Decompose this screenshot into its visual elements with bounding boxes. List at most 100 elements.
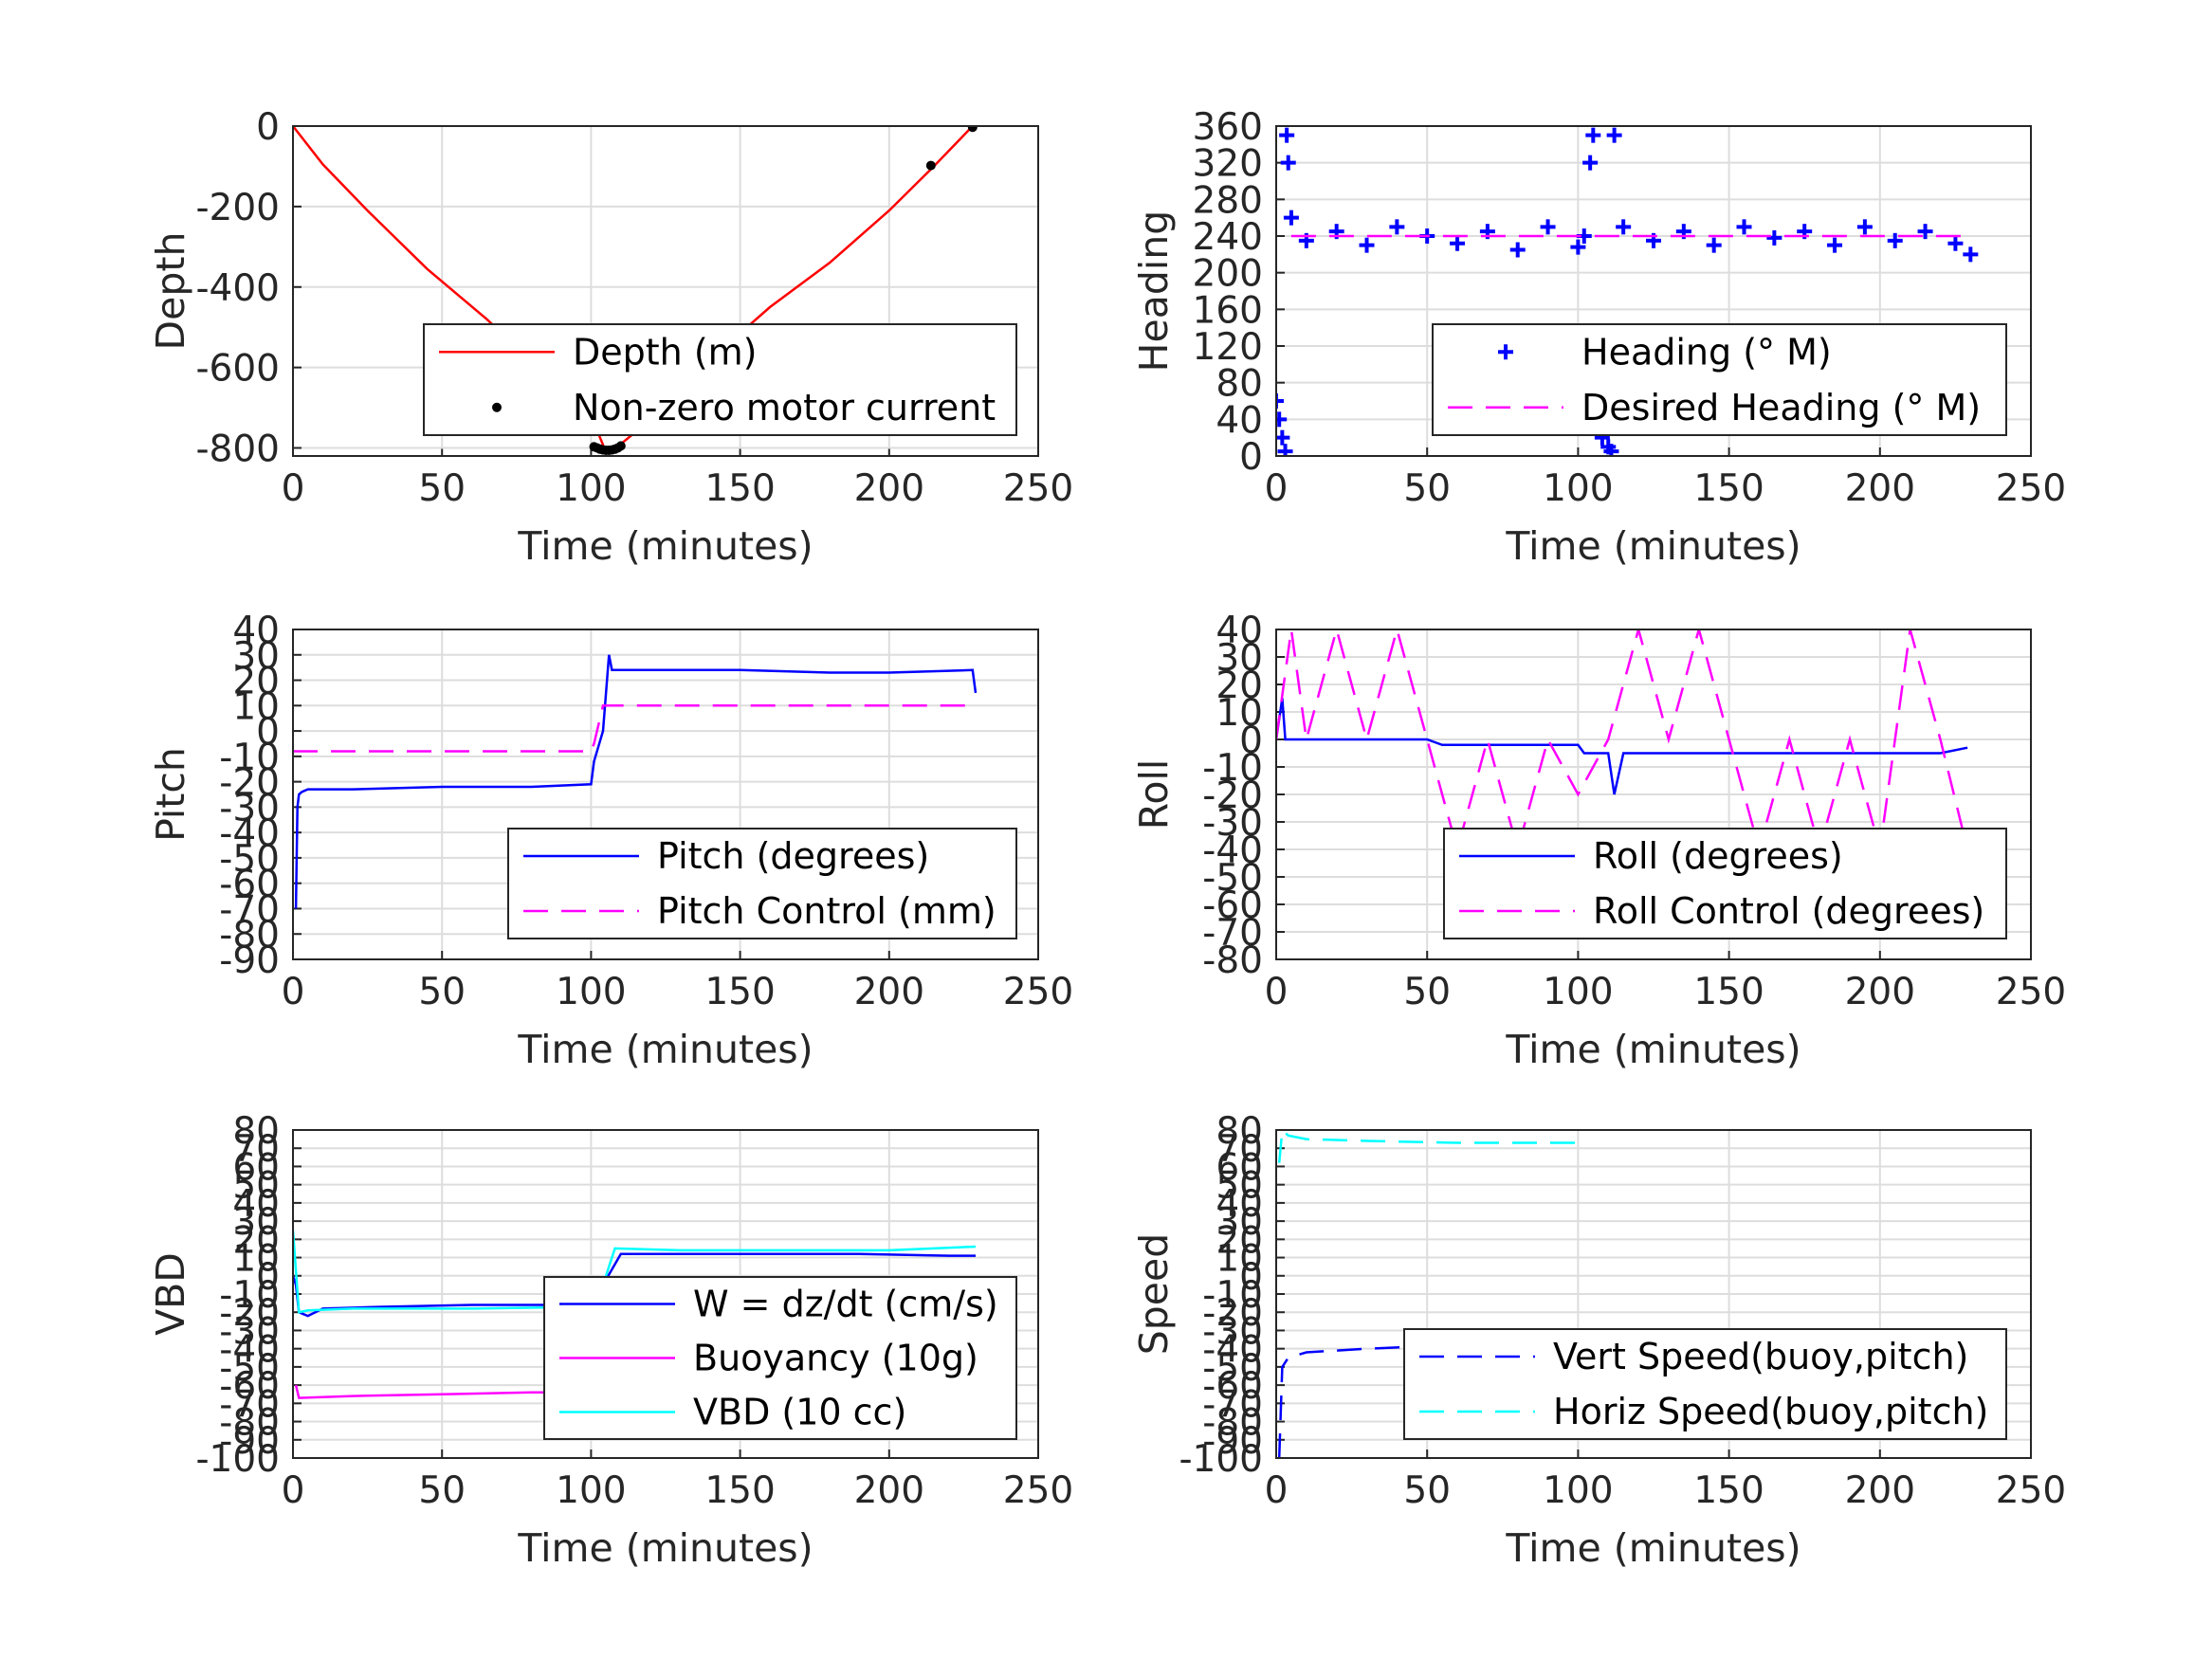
y-tick-label: 20 — [232, 1219, 280, 1262]
x-tick-label: 150 — [1693, 1469, 1764, 1512]
y-tick-label: -60 — [1202, 884, 1263, 927]
x-tick-label: 0 — [282, 467, 305, 510]
y-tick-label: -80 — [1202, 1402, 1263, 1445]
x-axis-label: Time (minutes) — [1505, 523, 1801, 569]
y-tick-label: 80 — [1216, 363, 1263, 406]
x-tick-label: 50 — [418, 1469, 466, 1512]
x-tick-label: 100 — [1543, 467, 1613, 510]
y-tick-label: -50 — [1202, 857, 1263, 900]
data-point — [1917, 224, 1933, 240]
legend: Pitch (degrees) Pitch Control (mm) — [507, 828, 1017, 939]
data-point — [1283, 210, 1299, 226]
y-axis-label: Heading — [1131, 210, 1177, 373]
x-tick-label: 0 — [282, 971, 305, 1013]
legend-label: Pitch (degrees) — [657, 835, 929, 877]
x-tick-label: 50 — [1403, 1469, 1451, 1512]
legend-label: Roll (degrees) — [1593, 835, 1843, 877]
data-point — [1276, 393, 1284, 409]
data-point — [1359, 237, 1375, 253]
y-tick-label: -70 — [1202, 1383, 1263, 1426]
axes-frame — [292, 629, 1039, 960]
y-tick-label: 70 — [1216, 1128, 1263, 1171]
legend-label: Non-zero motor current — [573, 387, 996, 428]
y-tick-label: -80 — [219, 1402, 280, 1445]
y-tick-label: 30 — [232, 1201, 280, 1244]
legend-entry: Pitch Control (mm) — [523, 890, 996, 932]
legend-entry: Buoyancy (10g) — [559, 1338, 978, 1379]
y-tick-label: -10 — [219, 737, 280, 779]
y-tick-label: -90 — [1202, 1420, 1263, 1463]
legend-box — [1432, 323, 2007, 436]
series-group — [293, 126, 978, 456]
y-tick-label: 40 — [232, 1183, 280, 1226]
x-tick-label: 50 — [418, 467, 466, 510]
legend-label: Roll Control (degrees) — [1593, 890, 1984, 932]
x-tick-label: 250 — [1996, 467, 2066, 510]
x-axis-label: Time (minutes) — [1505, 1027, 1801, 1072]
y-axis-label: Roll — [1131, 759, 1177, 830]
data-point — [1276, 411, 1288, 428]
y-tick-label: 30 — [232, 635, 280, 678]
y-tick-label: -60 — [1202, 1365, 1263, 1408]
legend-label: Horiz Speed(buoy,pitch) — [1553, 1391, 1988, 1432]
legend-entry: Horiz Speed(buoy,pitch) — [1419, 1391, 1988, 1432]
x-tick-label: 250 — [1003, 971, 1073, 1013]
data-point — [1856, 219, 1873, 235]
x-tick-label: 0 — [282, 1469, 305, 1512]
series-line — [1276, 629, 1969, 854]
legend-swatch — [1498, 344, 1513, 360]
axes-frame — [1275, 125, 2032, 457]
x-axis-label: Time (minutes) — [517, 1027, 813, 1072]
y-tick-label: 10 — [232, 685, 280, 728]
y-tick-label: -60 — [219, 1365, 280, 1408]
y-tick-label: -30 — [1202, 802, 1263, 845]
y-tick-label: 0 — [1239, 436, 1263, 479]
y-tick-label: 40 — [232, 610, 280, 652]
data-point — [1616, 219, 1632, 235]
data-point — [1509, 242, 1526, 258]
data-point — [1827, 237, 1843, 253]
y-tick-label: 50 — [232, 1165, 280, 1208]
y-tick-label: -90 — [219, 1420, 280, 1463]
data-point — [1276, 429, 1290, 446]
y-tick-label: 80 — [1216, 1110, 1263, 1153]
panel-speed: 0 50 100 150 200 25080706050403020100-10-20-3… — [1131, 1110, 2066, 1571]
y-tick-label: -40 — [219, 1329, 280, 1372]
data-point — [967, 126, 978, 133]
y-tick-label: 20 — [232, 661, 280, 703]
legend-box — [423, 323, 1017, 436]
panel-depth: 0 50 100 150 200 250 0 -200 -400 -600 -800 Time (mi… — [148, 106, 1073, 569]
legend-entry: W = dz/dt (cm/s) — [559, 1284, 998, 1325]
y-tick-label: 30 — [1216, 637, 1263, 680]
x-tick-label: 0 — [1265, 1469, 1289, 1512]
legend-label: W = dz/dt (cm/s) — [693, 1284, 998, 1325]
x-tick-label: 200 — [854, 1469, 924, 1512]
x-tick-label: 100 — [1543, 1469, 1613, 1512]
legend-entry: Depth (m) — [439, 331, 758, 373]
series-line — [294, 654, 978, 909]
y-tick-label: -50 — [1202, 1347, 1263, 1390]
data-point — [1540, 219, 1556, 235]
series-line — [1276, 698, 1968, 795]
legend-entry: Non-zero motor current — [492, 387, 996, 428]
data-point — [1277, 444, 1293, 456]
y-tick-label: -70 — [1202, 912, 1263, 955]
y-axis-label: VBD — [148, 1252, 193, 1336]
x-tick-label: 150 — [704, 467, 775, 510]
panel-vbd: 0 50 100 150 200 25080706050403020100-10-20-3… — [148, 1110, 1073, 1571]
y-tick-label: 0 — [256, 1256, 280, 1299]
data-point — [1947, 235, 1964, 251]
y-tick-label: -40 — [1202, 830, 1263, 872]
axes-frame — [1275, 1129, 2032, 1459]
y-tick-label: -10 — [1202, 1274, 1263, 1317]
data-point — [1963, 246, 1979, 263]
y-tick-label: -600 — [195, 348, 280, 391]
x-axis-label: Time (minutes) — [517, 523, 813, 569]
legend-entry: Pitch (degrees) — [523, 835, 929, 877]
y-tick-label: 70 — [232, 1128, 280, 1171]
y-tick-label: -20 — [219, 762, 280, 805]
data-point — [1603, 444, 1619, 456]
data-point — [1389, 219, 1405, 235]
legend-label: Buoyancy (10g) — [693, 1338, 978, 1379]
legend-label: Depth (m) — [573, 331, 758, 373]
